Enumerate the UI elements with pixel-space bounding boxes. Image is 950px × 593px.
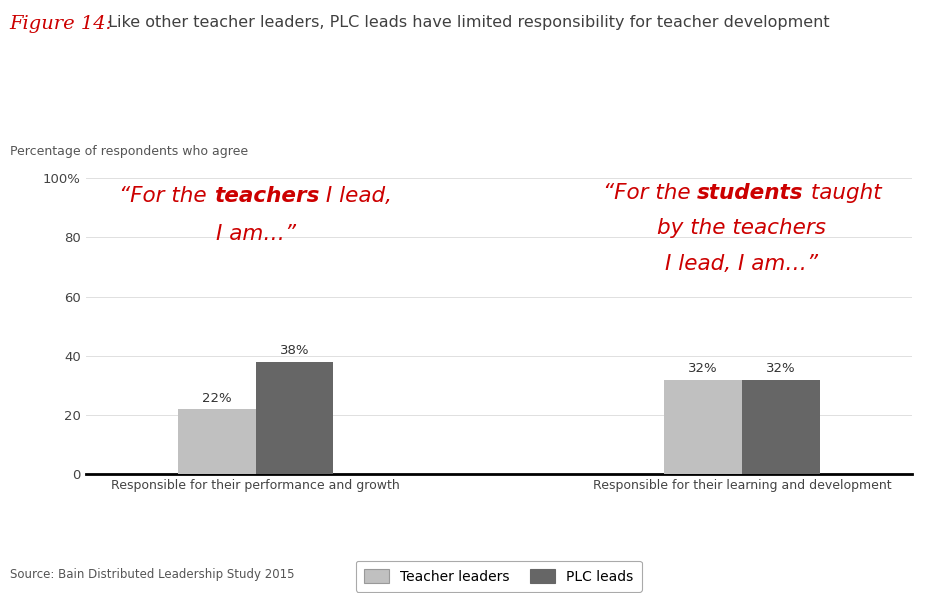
Bar [742, 380, 820, 474]
Bar [256, 362, 333, 474]
Text: “For the: “For the [119, 186, 214, 206]
Text: I am…”: I am…” [216, 224, 295, 244]
Text: 38%: 38% [280, 345, 310, 357]
Text: “For the: “For the [602, 183, 697, 203]
Text: 22%: 22% [202, 392, 232, 405]
Text: I lead, I am…”: I lead, I am…” [665, 254, 818, 274]
Text: Like other teacher leaders, PLC leads have limited responsibility for teacher de: Like other teacher leaders, PLC leads ha… [103, 15, 829, 30]
Bar [178, 409, 256, 474]
Text: students: students [697, 183, 804, 203]
Text: teachers: teachers [214, 186, 319, 206]
Legend: Teacher leaders, PLC leads: Teacher leaders, PLC leads [355, 560, 642, 592]
Text: 32%: 32% [766, 362, 795, 375]
Text: I lead,: I lead, [319, 186, 392, 206]
Text: Source: Bain Distributed Leadership Study 2015: Source: Bain Distributed Leadership Stud… [10, 568, 294, 581]
Text: by the teachers: by the teachers [657, 218, 826, 238]
Text: 32%: 32% [688, 362, 718, 375]
Text: taught: taught [804, 183, 882, 203]
Text: Percentage of respondents who agree: Percentage of respondents who agree [10, 145, 248, 158]
Bar [664, 380, 742, 474]
Text: Figure 14:: Figure 14: [10, 15, 113, 33]
